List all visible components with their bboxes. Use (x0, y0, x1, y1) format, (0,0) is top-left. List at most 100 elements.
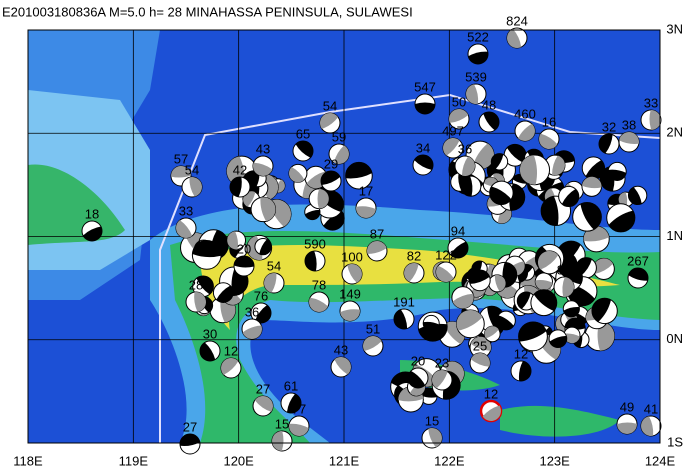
depth-label: 54 (267, 258, 281, 273)
ball-quadrant (408, 370, 426, 388)
ball-quadrant (494, 274, 506, 292)
depth-label: 824 (506, 13, 528, 28)
ball-quadrant (450, 241, 468, 258)
beach-ball (530, 289, 558, 317)
ball-quadrant (423, 321, 440, 332)
beach-ball (607, 161, 627, 181)
ball-quadrant (533, 289, 557, 311)
beach-ball (362, 335, 384, 357)
depth-label: 54 (323, 98, 337, 113)
ball-quadrant (466, 84, 479, 104)
ball-quadrant (461, 156, 475, 176)
beach-ball (510, 360, 532, 382)
ball-quadrant (272, 431, 284, 451)
ball-quadrant (317, 188, 329, 209)
ball-quadrant (295, 141, 313, 158)
ball-quadrant (286, 393, 302, 413)
depth-label: 27 (256, 381, 270, 396)
ball-quadrant (432, 370, 448, 389)
ball-quadrant (549, 335, 567, 348)
depth-label: 539 (465, 69, 487, 84)
lon-label: 119E (119, 453, 149, 468)
beach-ball (465, 83, 487, 105)
beach-ball (435, 261, 457, 283)
beach-ball (199, 340, 221, 362)
depth-label: 49 (620, 399, 634, 414)
ball-quadrant (194, 291, 207, 312)
depth-label: 12 (224, 343, 238, 358)
beach-ball (488, 274, 507, 293)
beach-ball (241, 318, 263, 340)
ball-quadrant (394, 309, 408, 329)
depth-label: 43 (334, 342, 348, 357)
ball-quadrant (221, 358, 239, 375)
ball-quadrant (507, 28, 522, 48)
beach-ball (292, 140, 314, 162)
depth-label: 460 (514, 106, 536, 121)
depth-label: 94 (451, 223, 465, 238)
ball-quadrant (189, 177, 202, 197)
depth-label: 12 (514, 346, 528, 361)
ball-quadrant (323, 211, 345, 231)
lat-label: 3N (666, 21, 683, 36)
ball-quadrant (171, 166, 191, 178)
beach-ball (606, 203, 636, 233)
ball-quadrant (518, 361, 531, 381)
beach-ball (537, 250, 562, 275)
ball-quadrant (367, 240, 387, 254)
beach-ball (339, 300, 361, 322)
beach-ball (263, 272, 285, 294)
ball-quadrant (288, 166, 305, 183)
beach-ball (489, 180, 514, 206)
ball-quadrant (482, 405, 502, 421)
ball-quadrant (593, 258, 614, 275)
beach-ball (192, 275, 214, 298)
ball-quadrant (608, 210, 635, 232)
ball-quadrant (581, 176, 602, 189)
ball-quadrant (562, 277, 574, 297)
beach-ball (506, 27, 528, 49)
ball-quadrant (591, 298, 611, 322)
depth-label: 100 (341, 249, 363, 264)
beach-ball (308, 188, 330, 210)
ball-quadrant (641, 416, 654, 436)
beach-ball (271, 430, 293, 452)
depth-label: 36 (245, 304, 259, 319)
ball-quadrant (649, 110, 661, 130)
lon-label: 123E (539, 453, 570, 468)
beach-ball (558, 185, 580, 208)
depth-label: 30 (203, 326, 217, 341)
lon-label: 121E (329, 453, 360, 468)
map-frame (27, 29, 661, 444)
beach-ball (407, 367, 429, 389)
beach-ball (581, 176, 603, 197)
depth-label: 41 (644, 401, 658, 416)
beach-ball (181, 176, 203, 198)
ball-quadrant (585, 160, 605, 180)
beach-ball (496, 310, 516, 331)
ball-quadrant (563, 306, 580, 317)
lat-label: 0N (666, 331, 683, 346)
ball-quadrant (597, 321, 615, 351)
beach-ball (592, 257, 615, 280)
beach-ball (553, 276, 575, 298)
ball-quadrant (347, 263, 362, 283)
depth-label: 522 (467, 29, 489, 44)
beach-ball (233, 255, 255, 277)
lon-label: 120E (223, 453, 254, 468)
ball-quadrant (628, 187, 642, 205)
ball-quadrant (289, 423, 309, 436)
beach-ball (320, 170, 342, 192)
ball-quadrant (227, 231, 239, 250)
ball-quadrant (242, 325, 262, 340)
beach-ball (403, 262, 425, 284)
beach-ball (179, 433, 201, 455)
depth-label: 267 (627, 253, 649, 268)
beach-ball (422, 314, 440, 332)
beach-ball (345, 161, 373, 190)
depth-label: 42 (233, 162, 247, 177)
beach-ball (212, 282, 234, 303)
ball-quadrant (539, 133, 558, 149)
lon-label: 124E (645, 453, 676, 468)
title: E201003180836A M=5.0 h= 28 MINAHASSA PEN… (2, 4, 413, 19)
